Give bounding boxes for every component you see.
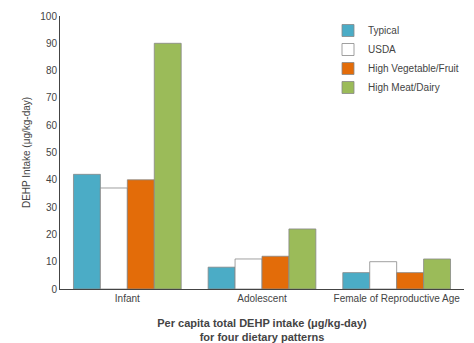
- svg-text:USDA: USDA: [368, 44, 396, 55]
- svg-text:20: 20: [46, 229, 58, 240]
- svg-text:40: 40: [46, 174, 58, 185]
- svg-text:High Vegetable/Fruit: High Vegetable/Fruit: [368, 63, 459, 74]
- svg-text:Infant: Infant: [115, 293, 140, 304]
- svg-text:DEHP Intake (μg/kg-day): DEHP Intake (μg/kg-day): [21, 97, 32, 208]
- svg-text:60: 60: [46, 120, 58, 131]
- svg-text:0: 0: [51, 284, 57, 295]
- svg-text:70: 70: [46, 92, 58, 103]
- svg-text:50: 50: [46, 147, 58, 158]
- svg-text:30: 30: [46, 202, 58, 213]
- svg-text:Per capita total DEHP intake (: Per capita total DEHP intake (μg/kg-day)…: [157, 317, 367, 343]
- svg-text:Typical: Typical: [368, 25, 399, 36]
- svg-text:Female of Reproductive Age: Female of Reproductive Age: [334, 293, 461, 304]
- svg-text:High Meat/Dairy: High Meat/Dairy: [368, 82, 440, 93]
- svg-text:100: 100: [40, 11, 57, 22]
- svg-text:80: 80: [46, 65, 58, 76]
- svg-text:Adolescent: Adolescent: [237, 293, 287, 304]
- svg-text:90: 90: [46, 38, 58, 49]
- svg-text:10: 10: [46, 256, 58, 267]
